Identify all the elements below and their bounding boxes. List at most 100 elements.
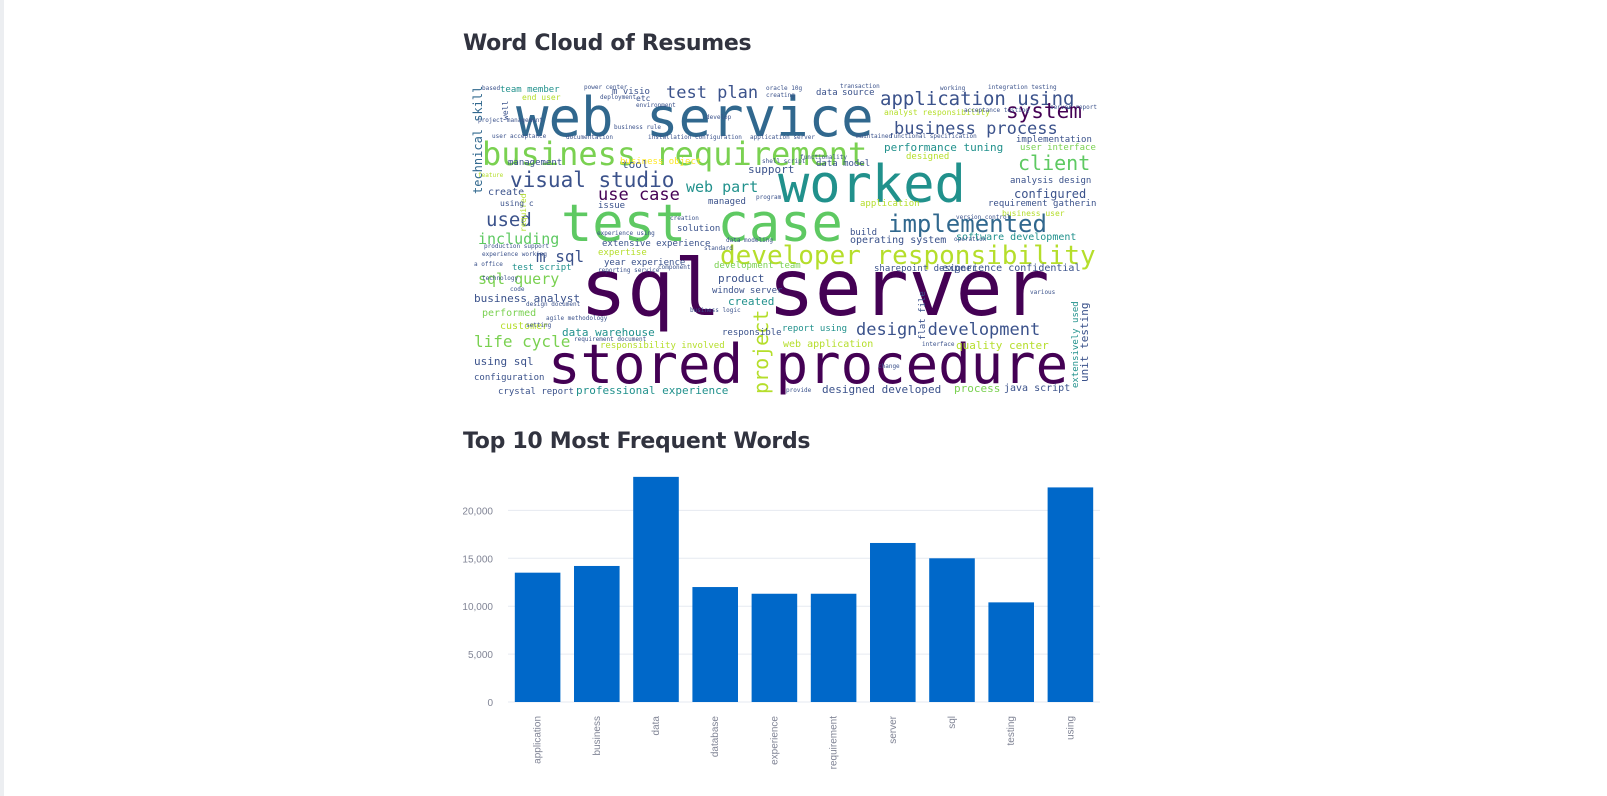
word-cloud-word: experience using [597, 230, 655, 237]
word-cloud-word: create [488, 187, 524, 198]
word-cloud-word: develop [706, 114, 732, 121]
bar-testing[interactable] [988, 602, 1034, 702]
bar-using[interactable] [1047, 487, 1094, 702]
word-cloud-word: end user [522, 93, 561, 102]
word-cloud-word: web service [516, 86, 874, 149]
word-cloud-word: various [1030, 289, 1056, 296]
x-tick-label: database [710, 716, 721, 758]
word-cloud-word: year experience [604, 258, 685, 268]
word-cloud-word: including [478, 230, 559, 248]
bar-application[interactable] [514, 572, 561, 702]
word-cloud-word: oracle 10g [766, 85, 803, 92]
word-cloud-word: data modeling [726, 237, 773, 244]
word-cloud-word: web part [686, 178, 758, 196]
word-cloud-word: application using [880, 88, 1074, 110]
y-tick-label: 10,000 [463, 602, 493, 613]
word-cloud-word: customer [500, 321, 548, 332]
word-cloud-word: report using [782, 324, 847, 334]
word-cloud-word: project management [478, 117, 543, 124]
word-cloud-word: interface [922, 341, 955, 348]
sidebar-edge [0, 0, 4, 796]
word-cloud-word: crystal report [498, 387, 574, 397]
word-cloud-word: maintained [856, 133, 893, 140]
word-cloud-word: technical skill [471, 86, 485, 194]
bar-chart: 0 5,000 10,000 15,000 20,000 application busin… [463, 476, 1100, 769]
x-tick-label: application [533, 716, 544, 764]
y-tick-label: 15,000 [463, 554, 493, 565]
word-cloud-word: operation [954, 236, 987, 243]
bar-database[interactable] [692, 587, 738, 702]
word-cloud-title: Word Cloud of Resumes [463, 31, 752, 56]
word-cloud-word: process [954, 382, 1000, 395]
word-cloud-word: business requirement [482, 135, 867, 173]
word-cloud-word: issue [598, 201, 625, 211]
word-cloud-word: managed [708, 197, 746, 207]
word-cloud-word: component [658, 264, 691, 271]
word-cloud-word: sql server [580, 244, 1050, 334]
bar-sql[interactable] [929, 558, 975, 702]
word-cloud-word: reporting service [598, 267, 660, 274]
word-cloud-word: technology [482, 275, 519, 282]
word-cloud-word: analysis design [1010, 176, 1091, 186]
word-cloud-word: requirement document [574, 336, 647, 343]
x-tick-label: using [1065, 716, 1076, 740]
word-cloud-word: power center [584, 84, 628, 91]
word-cloud-word: etc [636, 94, 651, 103]
word-cloud-word: test script [512, 263, 572, 273]
word-cloud-word: functionality [800, 154, 847, 161]
word-cloud-word: setting [526, 322, 552, 329]
bar-experience[interactable] [751, 593, 798, 702]
bar-server[interactable] [870, 542, 916, 702]
word-cloud-word: analyst responsibility [884, 108, 990, 117]
word-cloud-word: implementation [1016, 135, 1092, 145]
word-cloud-word: production support [484, 243, 549, 250]
word-cloud-word: integration testing [988, 84, 1057, 91]
word-cloud-word: development team [714, 261, 801, 271]
word-cloud-word: life cycle [474, 332, 570, 351]
word-cloud-word: using c [500, 199, 534, 208]
word-cloud-word: responsible [722, 328, 782, 338]
word-cloud-word: worked [778, 155, 966, 215]
word-cloud-word: business logic [690, 307, 741, 314]
word-cloud-word: a office [474, 261, 503, 268]
word-cloud-word: developer responsibility [720, 241, 1096, 271]
word-cloud-word: solution [677, 224, 720, 234]
word-cloud-word: project [749, 310, 773, 394]
word-cloud-word: sql query [478, 270, 559, 288]
word-cloud-word: acceptance testing [964, 107, 1029, 114]
word-cloud-word: documentation [566, 134, 613, 141]
word-cloud-word: agile methodology [546, 315, 608, 322]
word-cloud-word: environment [636, 102, 676, 109]
word-cloud-word: installation configuration [648, 134, 742, 141]
word-cloud-word: configured [1014, 187, 1086, 201]
word-cloud-word: product [718, 272, 764, 285]
word-cloud-word: implemented [888, 210, 1047, 238]
bar-business[interactable] [574, 565, 620, 702]
bar-requirement[interactable] [810, 593, 857, 702]
word-cloud-word: application server [750, 134, 815, 141]
x-tick-label: sql [947, 716, 958, 729]
word-cloud-word: standard [704, 245, 733, 252]
word-cloud-word: unit testing [1078, 303, 1091, 382]
word-cloud-word: business process [894, 119, 1058, 139]
word-cloud-word: window server [712, 286, 783, 296]
word-cloud-word: m sql [536, 247, 584, 266]
word-cloud-word: operating system [850, 235, 946, 246]
word-cloud-word: required [519, 193, 528, 232]
x-tick-label: business [592, 716, 603, 755]
word-cloud-word: support [748, 163, 794, 176]
word-cloud-word: user interface [1020, 143, 1096, 153]
word-cloud-word: visual studio [510, 168, 674, 192]
word-cloud-word: deployment [600, 94, 637, 101]
bar-data[interactable] [633, 476, 679, 702]
word-cloud-word: creating [766, 92, 795, 99]
word-cloud-word: created [728, 295, 774, 308]
word-cloud-word: provide [786, 387, 812, 394]
word-cloud-word: expertise [598, 248, 647, 258]
word-cloud-word: source [842, 88, 875, 98]
word-cloud-word: using sql [474, 355, 534, 368]
word-cloud-word: client [1018, 151, 1090, 175]
word-cloud-word: use case [598, 185, 680, 205]
word-cloud-word: well [501, 101, 510, 120]
